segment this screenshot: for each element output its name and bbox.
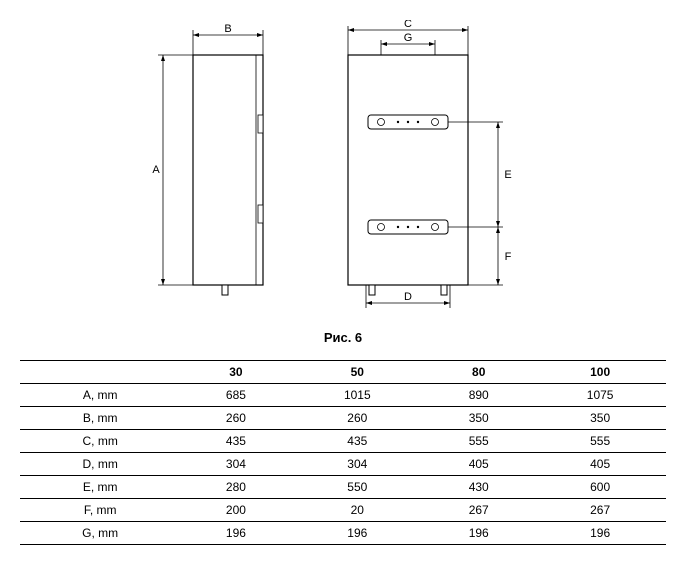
table-cell: 350 [534, 407, 666, 430]
table-row: D, mm304304405405 [20, 453, 666, 476]
table-cell: 196 [291, 522, 423, 545]
table-cell: 196 [180, 522, 291, 545]
dim-label-c: C [404, 20, 412, 30]
figure-caption: Рис. 6 [20, 330, 666, 345]
row-label: D, mm [20, 453, 180, 476]
table-cell: 196 [423, 522, 534, 545]
table-cell: 350 [423, 407, 534, 430]
table-header-row: 30 50 80 100 [20, 361, 666, 384]
header-model: 100 [534, 361, 666, 384]
dim-label-d: D [404, 291, 412, 303]
table-cell: 890 [423, 384, 534, 407]
table-cell: 196 [534, 522, 666, 545]
table-cell: 20 [291, 499, 423, 522]
table-cell: 555 [534, 430, 666, 453]
front-view: C G [318, 20, 548, 310]
dim-label-b: B [224, 23, 231, 35]
table-row: F, mm20020267267 [20, 499, 666, 522]
table-cell: 685 [180, 384, 291, 407]
row-label: C, mm [20, 430, 180, 453]
table-cell: 435 [291, 430, 423, 453]
table-cell: 267 [423, 499, 534, 522]
table-cell: 200 [180, 499, 291, 522]
table-row: E, mm280550430600 [20, 476, 666, 499]
row-label: E, mm [20, 476, 180, 499]
table-row: C, mm435435555555 [20, 430, 666, 453]
table-cell: 405 [534, 453, 666, 476]
header-model: 80 [423, 361, 534, 384]
table-cell: 1015 [291, 384, 423, 407]
dim-label-e: E [504, 169, 511, 181]
header-model: 30 [180, 361, 291, 384]
table-cell: 555 [423, 430, 534, 453]
table-cell: 550 [291, 476, 423, 499]
header-model: 50 [291, 361, 423, 384]
table-cell: 600 [534, 476, 666, 499]
row-label: G, mm [20, 522, 180, 545]
diagram-area: B A C [20, 20, 666, 310]
dim-label-a: A [152, 164, 160, 176]
table-cell: 267 [534, 499, 666, 522]
table-row: B, mm260260350350 [20, 407, 666, 430]
dim-label-f: F [505, 251, 512, 263]
header-blank [20, 361, 180, 384]
table-row: G, mm196196196196 [20, 522, 666, 545]
table-cell: 260 [180, 407, 291, 430]
table-cell: 260 [291, 407, 423, 430]
side-view: B A [138, 20, 298, 310]
table-cell: 280 [180, 476, 291, 499]
table-cell: 405 [423, 453, 534, 476]
row-label: F, mm [20, 499, 180, 522]
table-cell: 304 [291, 453, 423, 476]
table-row: A, mm68510158901075 [20, 384, 666, 407]
dim-label-g: G [404, 32, 413, 44]
dimensions-table: 30 50 80 100 A, mm68510158901075B, mm260… [20, 360, 666, 545]
table-cell: 304 [180, 453, 291, 476]
table-cell: 1075 [534, 384, 666, 407]
row-label: B, mm [20, 407, 180, 430]
table-cell: 430 [423, 476, 534, 499]
table-cell: 435 [180, 430, 291, 453]
row-label: A, mm [20, 384, 180, 407]
